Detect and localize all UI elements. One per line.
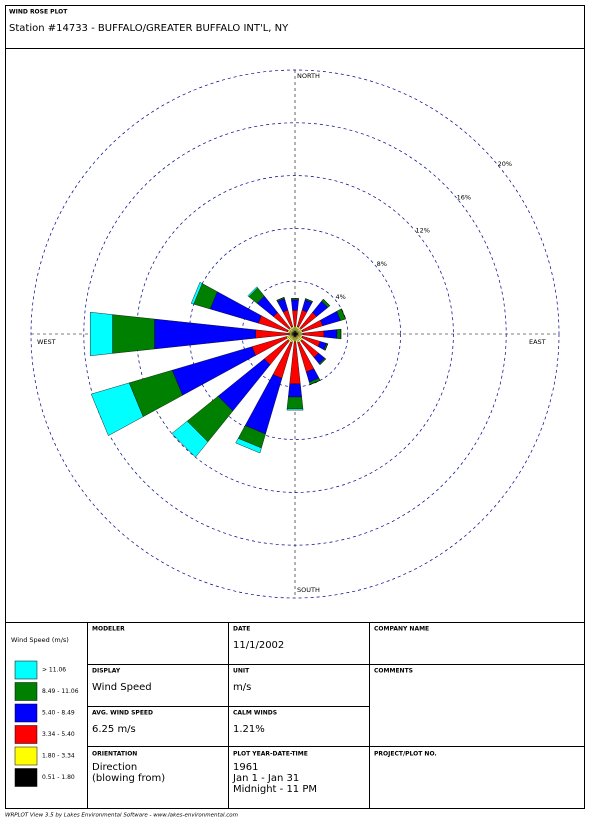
petal-segment (323, 329, 338, 339)
cell-label: MODELER (92, 626, 125, 633)
petal-segment (276, 297, 285, 301)
petal-segment (286, 396, 304, 410)
ring-label: 4% (336, 293, 346, 301)
cell-label: AVG. WIND SPEED (92, 710, 153, 717)
cell-label: CALM WINDS (233, 710, 277, 717)
ring-label: 16% (457, 193, 471, 201)
legend-label: > 11.06 (42, 667, 66, 674)
legend-swatch (14, 746, 38, 766)
cell-label: COMPANY NAME (374, 626, 429, 633)
cell-value: (blowing from) (92, 773, 165, 784)
cell-label: COMMENTS (374, 668, 413, 675)
footer: WRPLOT View 3.5 by Lakes Environmental S… (5, 813, 238, 819)
petal-segment (291, 299, 299, 311)
petal-segment (190, 281, 203, 305)
petal-segment (286, 408, 304, 411)
cell-value: 6.25 m/s (92, 724, 136, 735)
legend-label: 8.49 - 11.06 (42, 688, 79, 695)
petal-segment (90, 382, 144, 436)
grid-ring (241, 280, 349, 388)
cell-label: PROJECT/PLOT NO. (374, 751, 437, 758)
direction-label: EAST (529, 338, 546, 346)
cell-value: 1.21% (233, 724, 265, 735)
direction-label: SOUTH (297, 586, 320, 594)
grid-ring (30, 69, 560, 599)
cell-value: Wind Speed (92, 682, 152, 693)
petal-segment (319, 358, 326, 365)
petal-segment (247, 286, 258, 297)
direction-label: NORTH (297, 72, 320, 80)
petal-segment (305, 298, 313, 302)
direction-label: WEST (37, 338, 56, 346)
cell-value: 11/1/2002 (233, 640, 284, 651)
grid-ring (83, 122, 507, 546)
ring-label: 12% (416, 227, 430, 235)
cell-value: Midnight - 11 PM (233, 784, 317, 795)
petal-segment (235, 438, 262, 454)
legend-swatch (14, 768, 38, 787)
cell-value: Jan 1 - Jan 31 (232, 773, 299, 784)
legend-label: 1.80 - 3.34 (42, 753, 75, 760)
petal-segment (90, 311, 113, 357)
grid-ring (136, 175, 454, 493)
station: Station #14733 - BUFFALO/GREATER BUFFALO… (9, 23, 289, 34)
cell-value: 1961 (233, 762, 258, 773)
ring-label: 20% (498, 160, 512, 168)
legend-title: Wind Speed (m/s) (11, 636, 69, 644)
legend-swatch (14, 725, 38, 744)
petal-segment (336, 328, 342, 340)
legend-label: 3.34 - 5.40 (42, 731, 75, 738)
legend-swatch (14, 703, 38, 723)
legend-label: 0.51 - 1.80 (42, 774, 75, 781)
legend-swatch (14, 660, 38, 680)
cell-label: DATE (233, 626, 250, 633)
cell-label: PLOT YEAR-DATE-TIME (233, 751, 308, 758)
cell-label: ORIENTATION (92, 751, 137, 758)
cell-value: Direction (92, 762, 137, 773)
petal-segment (112, 314, 155, 354)
cell-label: DISPLAY (92, 668, 121, 675)
legend-label: 5.40 - 8.49 (42, 710, 75, 717)
petal-segment (309, 380, 321, 385)
petal-segment (171, 420, 209, 458)
cell-value: m/s (233, 682, 251, 693)
legend-swatch (14, 682, 38, 701)
petal-segment (288, 383, 302, 398)
header-label: WIND ROSE PLOT (9, 9, 68, 16)
table-grid (87, 622, 585, 808)
frame (5, 5, 585, 809)
cell-label: UNIT (233, 668, 250, 675)
ring-label: 8% (377, 260, 387, 268)
petal-segment (324, 343, 329, 351)
petal-segment (341, 308, 346, 320)
petal-segment (323, 298, 331, 306)
